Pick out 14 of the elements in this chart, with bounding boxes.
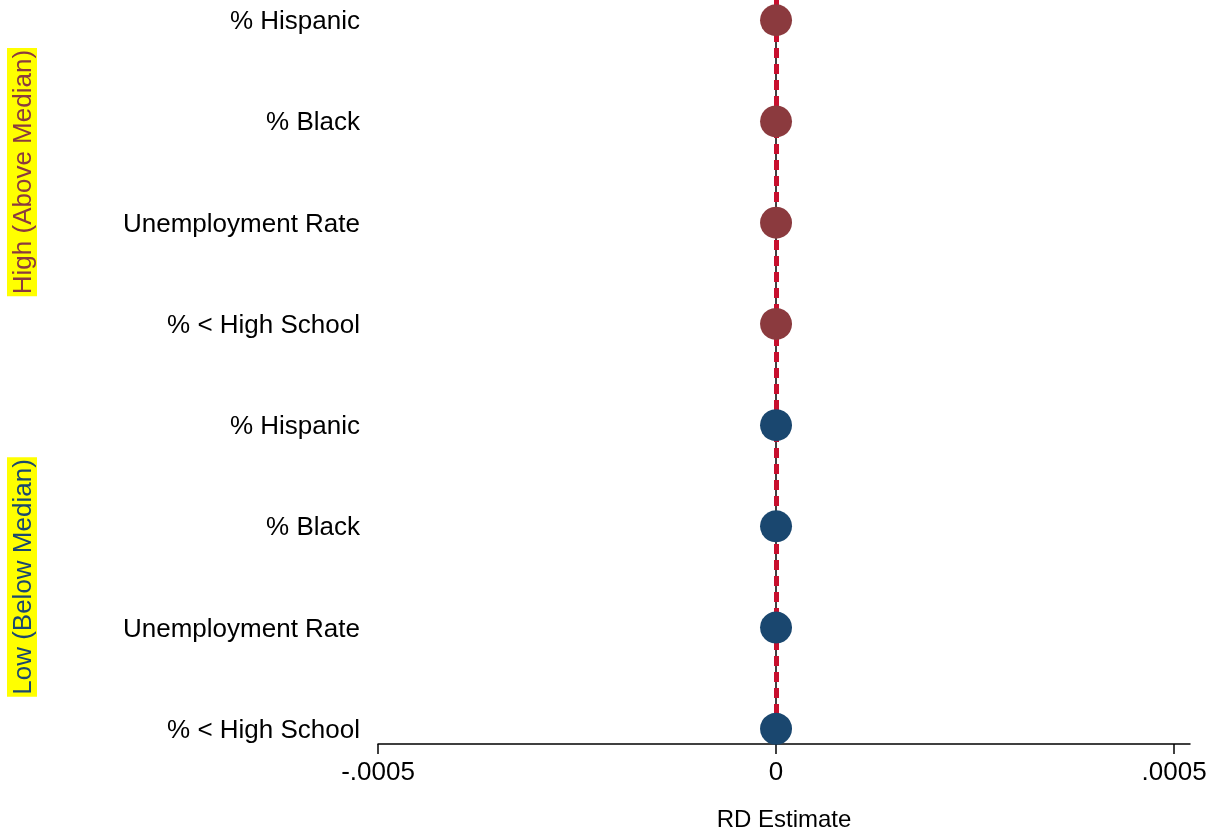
x-tick-label: 0 <box>768 756 784 786</box>
x-axis-title: RD Estimate <box>716 804 852 832</box>
y-tick-label: Unemployment Rate <box>123 207 360 238</box>
y-tick-label: % Hispanic <box>229 5 360 36</box>
y-tick-label: % Black <box>266 106 361 137</box>
text: High (Above Median) <box>7 49 37 295</box>
y-tick-label: % < High School <box>167 308 360 339</box>
y-tick-label: % < High School <box>167 713 360 744</box>
x-tick-label: -.0005 <box>341 756 415 786</box>
text: Low (Below Median) <box>7 459 37 695</box>
y-tick-label: % Hispanic <box>229 410 360 441</box>
y-tick-label: Unemployment Rate <box>123 612 360 643</box>
y-tick-label: % Black <box>266 511 361 542</box>
x-tick-label: .0005 <box>1141 756 1207 786</box>
